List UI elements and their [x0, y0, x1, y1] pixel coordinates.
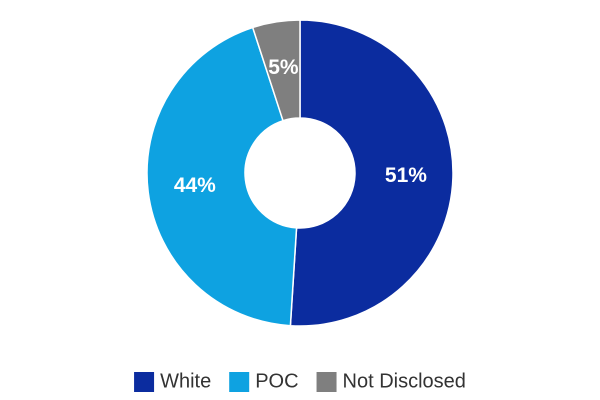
legend-label: Not Disclosed	[343, 370, 466, 392]
donut-slice	[146, 26, 298, 327]
legend-swatch	[134, 372, 155, 392]
legend-label: White	[160, 370, 211, 392]
legend-swatch	[316, 372, 337, 392]
legend-label: POC	[255, 370, 298, 392]
donut-slice	[289, 19, 454, 327]
donut-slice	[251, 19, 301, 122]
legend-swatch	[229, 372, 250, 392]
data-label: 5%	[268, 56, 299, 79]
data-label: 51%	[385, 164, 427, 187]
data-label: 44%	[174, 174, 216, 197]
